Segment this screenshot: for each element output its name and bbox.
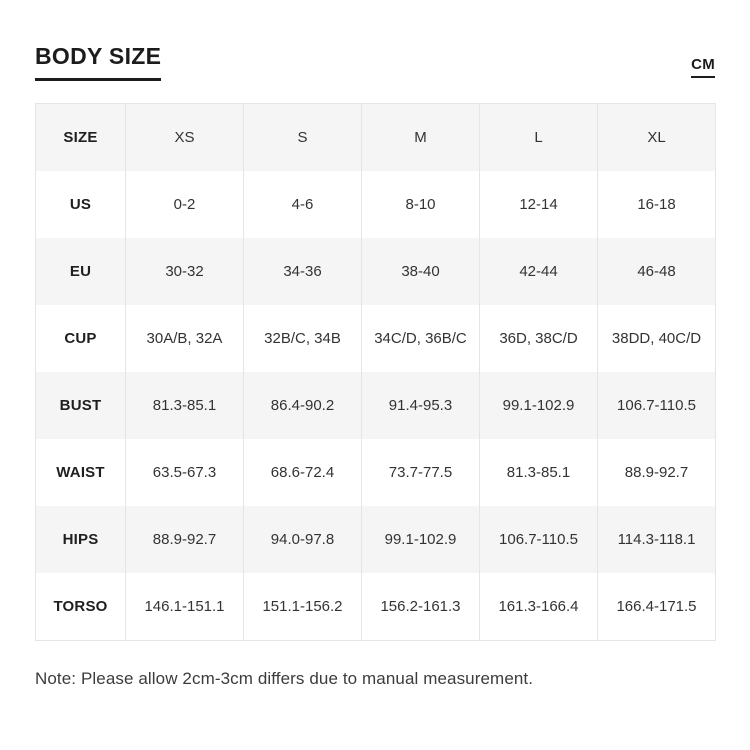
cell-eu-m: 38-40 [361,238,480,306]
table-row-waist: WAIST 63.5-67.3 68.6-72.4 73.7-77.5 81.3… [35,439,716,507]
cell-eu-s: 34-36 [243,238,362,306]
header-col-m: M [361,103,480,172]
cell-us-s: 4-6 [243,171,362,239]
row-label-eu: EU [69,263,92,281]
row-label-torso: TORSO [53,598,108,616]
cell-torso-xl: 166.4-171.5 [597,573,716,641]
cell-hips-l: 106.7-110.5 [479,506,598,574]
measurement-note: Note: Please allow 2cm-3cm differs due t… [35,669,534,689]
cell-waist-xl: 88.9-92.7 [597,439,716,507]
cell-torso-l: 161.3-166.4 [479,573,598,641]
table-row-torso: TORSO 146.1-151.1 151.1-156.2 156.2-161.… [35,573,716,641]
cell-torso-s: 151.1-156.2 [243,573,362,641]
cell-bust-l: 99.1-102.9 [479,372,598,440]
cell-us-m: 8-10 [361,171,480,239]
table-row-bust: BUST 81.3-85.1 86.4-90.2 91.4-95.3 99.1-… [35,372,716,440]
cell-eu-xs: 30-32 [125,238,244,306]
cell-bust-xs: 81.3-85.1 [125,372,244,440]
row-label-us: US [69,196,92,214]
cell-us-xl: 16-18 [597,171,716,239]
cell-hips-xs: 88.9-92.7 [125,506,244,574]
table-row-cup: CUP 30A/B, 32A 32B/C, 34B 34C/D, 36B/C 3… [35,305,716,373]
table-row-us: US 0-2 4-6 8-10 12-14 16-18 [35,171,716,239]
table-header-row: SIZE XS S M L XL [35,103,716,172]
cell-eu-xl: 46-48 [597,238,716,306]
cell-torso-xs: 146.1-151.1 [125,573,244,641]
size-chart-header: BODY SIZE CM [35,43,715,82]
table-row-eu: EU 30-32 34-36 38-40 42-44 46-48 [35,238,716,306]
row-label-cup: CUP [64,330,97,348]
row-label-bust: BUST [59,397,102,415]
cell-cup-xs: 30A/B, 32A [125,305,244,373]
cell-waist-l: 81.3-85.1 [479,439,598,507]
cell-hips-xl: 114.3-118.1 [597,506,716,574]
cell-waist-xs: 63.5-67.3 [125,439,244,507]
cell-cup-l: 36D, 38C/D [479,305,598,373]
header-col-s: S [243,103,362,172]
row-label-hips: HIPS [62,531,99,549]
cell-hips-m: 99.1-102.9 [361,506,480,574]
row-label-waist: WAIST [56,464,105,482]
cell-cup-s: 32B/C, 34B [243,305,362,373]
cell-cup-xl: 38DD, 40C/D [597,305,716,373]
cell-bust-s: 86.4-90.2 [243,372,362,440]
cell-cup-m: 34C/D, 36B/C [361,305,480,373]
cell-eu-l: 42-44 [479,238,598,306]
header-col-xs: XS [125,103,244,172]
cell-torso-m: 156.2-161.3 [361,573,480,641]
cell-bust-m: 91.4-95.3 [361,372,480,440]
unit-toggle-cm[interactable]: CM [691,56,715,78]
body-size-table: SIZE XS S M L XL US 0-2 4-6 8-10 12-14 1… [35,103,716,642]
cell-bust-xl: 106.7-110.5 [597,372,716,440]
table-row-hips: HIPS 88.9-92.7 94.0-97.8 99.1-102.9 106.… [35,506,716,574]
header-size-label: SIZE [63,129,98,147]
header-col-l: L [479,103,598,172]
header-col-xl: XL [597,103,716,172]
cell-waist-m: 73.7-77.5 [361,439,480,507]
page-title: BODY SIZE [35,43,162,82]
cell-us-l: 12-14 [479,171,598,239]
cell-us-xs: 0-2 [125,171,244,239]
cell-hips-s: 94.0-97.8 [243,506,362,574]
cell-waist-s: 68.6-72.4 [243,439,362,507]
